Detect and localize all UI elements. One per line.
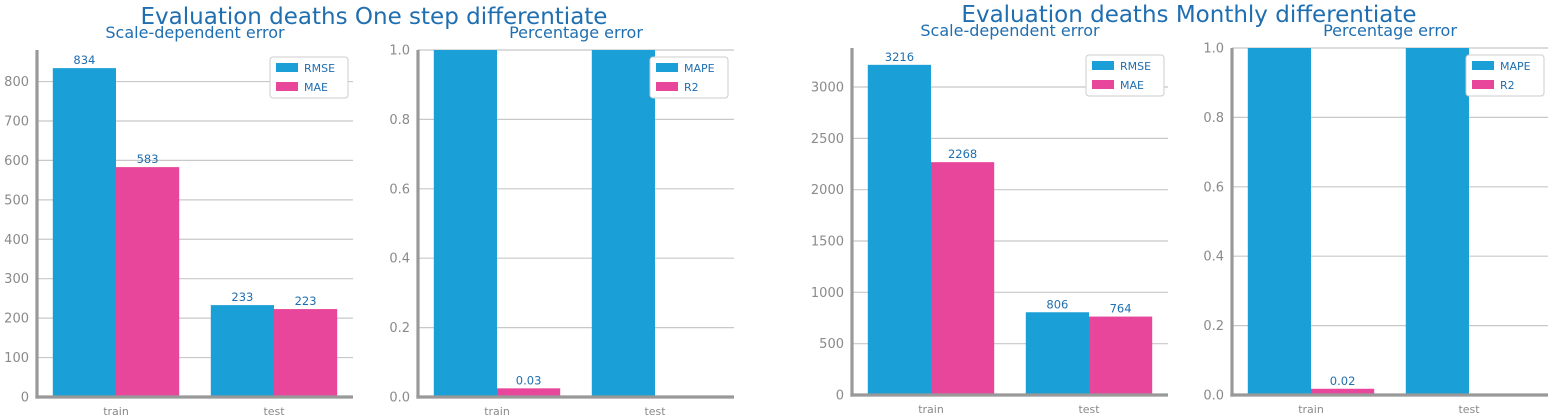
legend-swatch-rmse	[1092, 61, 1114, 70]
x-tick-label: train	[1298, 403, 1324, 416]
data-label: 0.03	[516, 373, 542, 387]
y-tick-label: 0.8	[1203, 111, 1224, 126]
y-tick-label: 300	[4, 272, 29, 287]
bar-mape-train	[1247, 48, 1311, 395]
bar-rmse-train	[52, 68, 116, 397]
bar-mape-train	[433, 50, 497, 397]
figure-title-monthly: Evaluation deaths Monthly differentiate	[961, 2, 1416, 28]
y-tick-label: 3000	[811, 81, 844, 96]
y-tick-label: 500	[819, 337, 844, 352]
y-tick-label: 1000	[811, 286, 844, 301]
legend-swatch-r2	[656, 82, 678, 91]
bar-rmse-test	[1025, 312, 1089, 395]
legend-swatch-mape	[656, 63, 678, 72]
y-tick-label: 800	[4, 75, 29, 90]
y-tick-label: 500	[4, 193, 29, 208]
x-tick-label: train	[103, 405, 129, 418]
y-tick-label: 1.0	[389, 44, 410, 59]
legend: RMSE MAE	[1085, 54, 1165, 97]
y-tick-label: 0	[21, 391, 29, 406]
data-label: 0.02	[1330, 374, 1356, 388]
y-tick-label: 700	[4, 114, 29, 129]
data-label: 764	[1110, 302, 1132, 316]
chart-panel-4: 0.0 0.2 0.4 0.6 0.8 1.0 0.02 train test Percentag…	[1203, 21, 1548, 416]
y-tick-label: 600	[4, 154, 29, 169]
x-tick-label: train	[484, 405, 510, 418]
subplot-title: Percentage error	[509, 23, 643, 42]
legend-label-rmse: RMSE	[1120, 60, 1151, 73]
legend: RMSE MAE	[269, 56, 349, 99]
y-tick-label: 2000	[811, 183, 844, 198]
bar-mae-train	[116, 167, 180, 397]
legend-swatch-r2	[1472, 80, 1494, 89]
legend-label-mae: MAE	[304, 81, 328, 94]
legend: MAPE R2	[1465, 54, 1545, 97]
figure-title-one-step: Evaluation deaths One step differentiate	[141, 4, 608, 30]
data-label: 3216	[885, 50, 914, 64]
bar-mae-train	[931, 162, 995, 395]
y-tick-label: 0.6	[389, 182, 410, 197]
subplot-title: Percentage error	[1323, 21, 1457, 40]
chart-panel-2: 0.0 0.2 0.4 0.6 0.8 1.0 0.03 train test Percentag…	[389, 23, 734, 418]
legend-swatch-mae	[276, 82, 298, 91]
y-tick-label: 2500	[811, 132, 844, 147]
data-label: 834	[73, 53, 95, 67]
data-label: 2268	[948, 147, 977, 161]
x-tick-label: train	[918, 403, 944, 416]
legend-label-r2: R2	[684, 81, 699, 94]
x-tick-label: test	[644, 405, 666, 418]
bar-mae-test	[274, 309, 338, 397]
y-tick-label: 0.4	[389, 252, 410, 267]
y-tick-label: 0.4	[1203, 250, 1224, 265]
y-tick-label: 0.8	[389, 113, 410, 128]
x-tick-label: test	[1078, 403, 1100, 416]
y-tick-label: 0.2	[389, 321, 410, 336]
data-label: 223	[295, 294, 317, 308]
y-tick-label: 100	[4, 351, 29, 366]
y-tick-label: 400	[4, 233, 29, 248]
y-tick-label: 200	[4, 312, 29, 327]
x-tick-label: test	[263, 405, 285, 418]
y-tick-label: 0	[836, 389, 844, 404]
bar-rmse-test	[210, 305, 274, 397]
legend-swatch-mape	[1472, 61, 1494, 70]
bar-mae-test	[1089, 316, 1153, 395]
y-tick-label: 0.6	[1203, 180, 1224, 195]
data-label: 806	[1046, 297, 1068, 311]
y-tick-label: 0.0	[389, 391, 410, 406]
subplot-title: Scale-dependent error	[920, 21, 1100, 40]
y-tick-label: 0.0	[1203, 389, 1224, 404]
legend: MAPE R2	[649, 56, 729, 99]
data-label: 583	[137, 152, 159, 166]
y-tick-label: 1.0	[1203, 42, 1224, 57]
bar-mape-test	[591, 50, 655, 397]
data-label: 233	[231, 290, 253, 304]
legend-label-r2: R2	[1500, 79, 1515, 92]
legend-swatch-mae	[1092, 80, 1114, 89]
bar-r2-train	[1311, 388, 1375, 395]
legend-swatch-rmse	[276, 63, 298, 72]
subplot-title: Scale-dependent error	[105, 23, 285, 42]
bar-mape-test	[1405, 48, 1469, 395]
bar-rmse-train	[867, 64, 931, 396]
y-tick-label: 1500	[811, 235, 844, 250]
y-tick-label: 0.2	[1203, 319, 1224, 334]
legend-label-rmse: RMSE	[304, 62, 335, 75]
chart-panel-1: 0 100 200 300 400 500 600 700 800 834 583 train 233 2…	[4, 23, 353, 418]
legend-label-mape: MAPE	[1500, 60, 1531, 73]
chart-panels: 0 100 200 300 400 500 600 700 800 834 583 train 233 2…	[4, 21, 1548, 418]
legend-label-mape: MAPE	[684, 62, 715, 75]
chart-panel-3: 0 500 1000 1500 2000 2500 3000 3216 2268 train 806…	[811, 21, 1168, 416]
bar-r2-train	[497, 388, 561, 397]
legend-label-mae: MAE	[1120, 79, 1144, 92]
x-tick-label: test	[1458, 403, 1480, 416]
